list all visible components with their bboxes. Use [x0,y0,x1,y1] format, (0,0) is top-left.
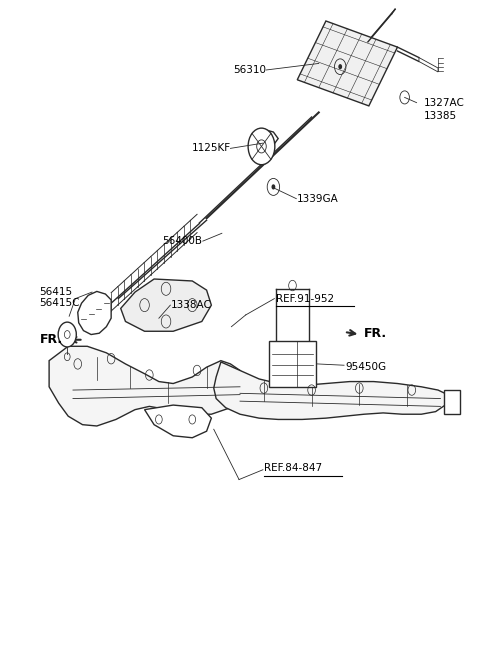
Polygon shape [444,390,459,414]
Text: REF.91-952: REF.91-952 [276,294,334,304]
Polygon shape [49,346,250,426]
Text: FR.: FR. [364,327,387,340]
Text: 13385: 13385 [424,111,457,121]
Text: FR.: FR. [39,333,63,346]
Circle shape [58,322,76,347]
Text: 1327AC: 1327AC [424,98,465,108]
Polygon shape [144,405,211,438]
Circle shape [248,128,275,165]
Text: 56415C: 56415C [39,298,80,308]
Circle shape [338,64,342,70]
Polygon shape [78,291,111,335]
Polygon shape [269,341,316,387]
Circle shape [267,178,280,195]
Text: 1338AC: 1338AC [171,300,212,310]
Text: REF.84-847: REF.84-847 [264,463,322,474]
Text: 95450G: 95450G [345,362,386,372]
Polygon shape [214,362,447,419]
Polygon shape [120,279,211,331]
Text: 1125KF: 1125KF [192,144,230,154]
Polygon shape [257,129,278,148]
Text: 56400B: 56400B [162,236,202,246]
Text: 1339GA: 1339GA [297,194,339,203]
Text: 56310: 56310 [233,65,266,75]
Text: 56415: 56415 [39,287,72,297]
Circle shape [272,184,276,190]
Polygon shape [419,58,438,72]
Polygon shape [297,21,397,106]
